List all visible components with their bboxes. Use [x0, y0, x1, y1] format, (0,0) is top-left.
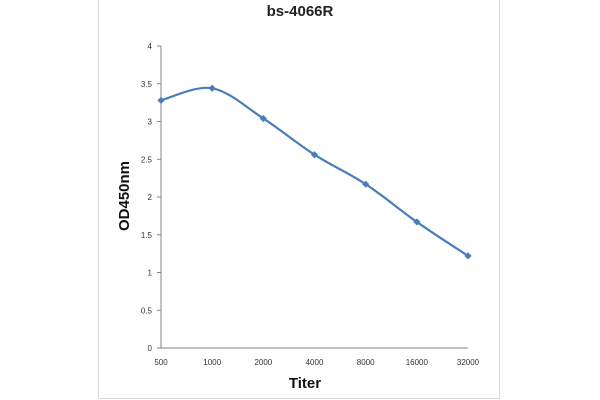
x-tick-label: 500 — [154, 358, 168, 367]
x-tick-label: 1000 — [203, 358, 221, 367]
chart-frame — [98, 0, 500, 399]
x-ticks: 500 1000 2000 4000 8000 16000 32000 — [154, 358, 479, 367]
y-ticks: 0 0.5 1 1.5 2 2.5 3 3.5 4 — [141, 42, 161, 353]
series-line — [160, 86, 469, 257]
y-axis-title: OD450nm — [116, 161, 133, 231]
data-point — [310, 151, 319, 159]
data-point — [362, 180, 370, 188]
x-tick-label: 2000 — [254, 358, 272, 367]
series — [157, 84, 472, 260]
y-tick-label: 2.5 — [141, 155, 153, 164]
x-axis-title: Titer — [289, 375, 321, 392]
chart-title: bs-4066R — [267, 3, 334, 20]
y-tick-label: 0 — [148, 344, 153, 353]
data-point — [259, 114, 267, 123]
y-tick-label: 1.5 — [141, 231, 153, 240]
data-point — [464, 252, 472, 260]
y-tick-label: 3 — [148, 118, 153, 127]
y-tick-label: 3.5 — [141, 80, 153, 89]
data-point — [157, 96, 165, 104]
axes — [160, 46, 468, 349]
data-point — [413, 218, 421, 226]
x-tick-label: 8000 — [357, 358, 375, 367]
data-point — [208, 84, 216, 92]
x-tick-label: 4000 — [306, 358, 324, 367]
x-tick-label: 32000 — [457, 358, 480, 367]
y-tick-label: 4 — [148, 42, 153, 51]
y-tick-label: 1 — [148, 269, 153, 278]
y-tick-label: 0.5 — [141, 306, 153, 315]
x-tick-label: 16000 — [406, 358, 429, 367]
y-tick-label: 2 — [148, 193, 153, 202]
